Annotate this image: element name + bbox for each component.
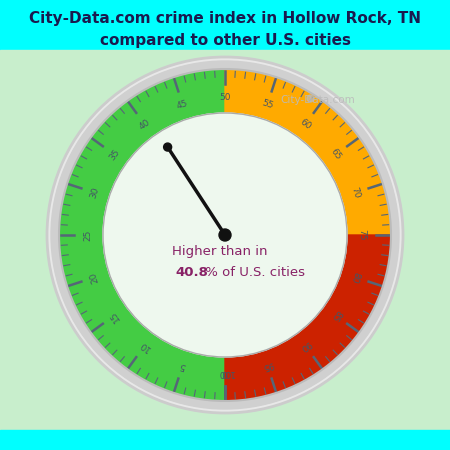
Text: % of U.S. cities: % of U.S. cities — [201, 266, 305, 279]
Text: 80: 80 — [349, 270, 361, 284]
Text: 40.8: 40.8 — [175, 266, 208, 279]
Text: Higher than in: Higher than in — [172, 244, 268, 257]
Text: compared to other U.S. cities: compared to other U.S. cities — [99, 32, 351, 48]
Text: 70: 70 — [349, 186, 361, 199]
Text: 35: 35 — [107, 147, 121, 162]
Text: 85: 85 — [329, 308, 343, 323]
Text: 90: 90 — [298, 339, 313, 353]
Text: 75: 75 — [357, 229, 366, 241]
Wedge shape — [225, 235, 390, 400]
Text: 15: 15 — [107, 308, 121, 323]
Text: 100: 100 — [216, 368, 234, 377]
Bar — [0, 430, 450, 450]
Text: 50: 50 — [219, 94, 231, 103]
Text: 55: 55 — [261, 99, 274, 111]
Bar — [0, 50, 450, 430]
Text: 45: 45 — [176, 99, 189, 111]
Circle shape — [219, 229, 231, 241]
Text: 10: 10 — [137, 339, 152, 353]
Text: City-Data.com crime index in Hollow Rock, TN: City-Data.com crime index in Hollow Rock… — [29, 10, 421, 26]
Circle shape — [164, 143, 171, 151]
Wedge shape — [60, 70, 225, 400]
Text: City-Data.com: City-Data.com — [280, 95, 355, 105]
Text: 60: 60 — [298, 117, 313, 131]
Text: 25: 25 — [84, 230, 93, 241]
Circle shape — [51, 61, 399, 409]
Text: 30: 30 — [89, 186, 101, 199]
Text: 95: 95 — [261, 359, 274, 371]
Text: 5: 5 — [179, 360, 187, 370]
Text: 20: 20 — [89, 270, 101, 284]
Wedge shape — [225, 70, 390, 235]
Text: 40: 40 — [137, 117, 152, 131]
Bar — [0, 0, 450, 60]
Circle shape — [47, 57, 403, 413]
Text: 65: 65 — [329, 147, 343, 162]
Circle shape — [103, 113, 347, 357]
Text: 0: 0 — [222, 368, 228, 377]
